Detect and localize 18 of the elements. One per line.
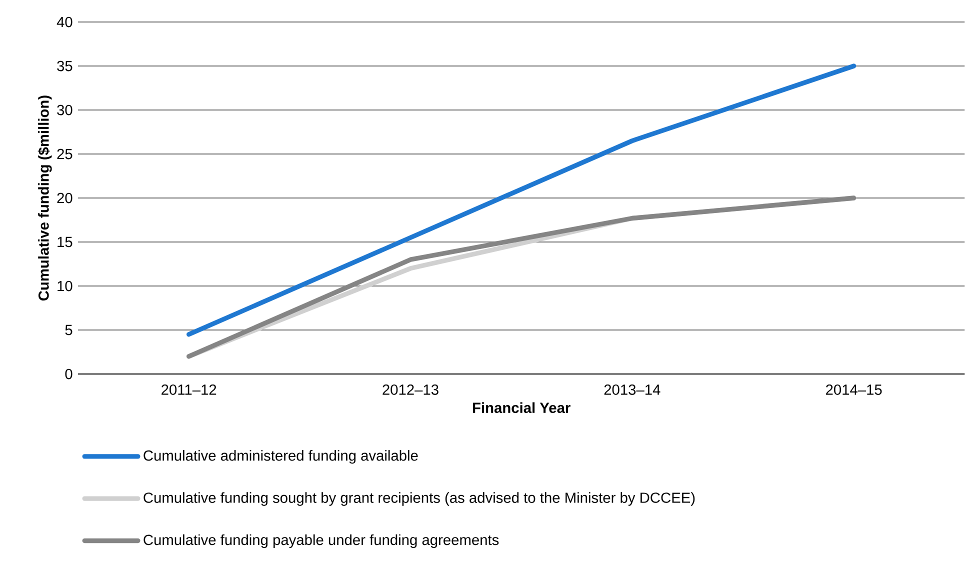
y-tick-label: 15 (58, 236, 72, 248)
y-tick-label: 10 (58, 280, 72, 292)
x-tick-label: 2011–12 (162, 384, 216, 395)
x-axis-title: Financial Year (472, 402, 570, 414)
y-tick-label: 5 (65, 324, 72, 336)
legend-label: Cumulative funding payable under funding agreements (144, 534, 499, 548)
y-axis-title: Cumulative funding ($million) (38, 96, 52, 300)
x-tick-label: 2012–13 (382, 384, 438, 395)
y-tick-label: 30 (57, 104, 72, 116)
y-tick-label: 25 (57, 148, 72, 160)
y-tick-label: 35 (57, 60, 72, 72)
y-tick-label: 20 (57, 192, 72, 204)
legend-label: Cumulative funding sought by grant recipients (as advised to the Minister by DCCEE) (144, 492, 695, 506)
x-tick-label: 2014–15 (826, 384, 882, 395)
legend-label: Cumulative administered funding available (144, 450, 418, 464)
x-tick-label: 2013–14 (604, 384, 660, 395)
y-tick-label: 0 (65, 368, 72, 380)
y-tick-label: 40 (56, 16, 72, 28)
